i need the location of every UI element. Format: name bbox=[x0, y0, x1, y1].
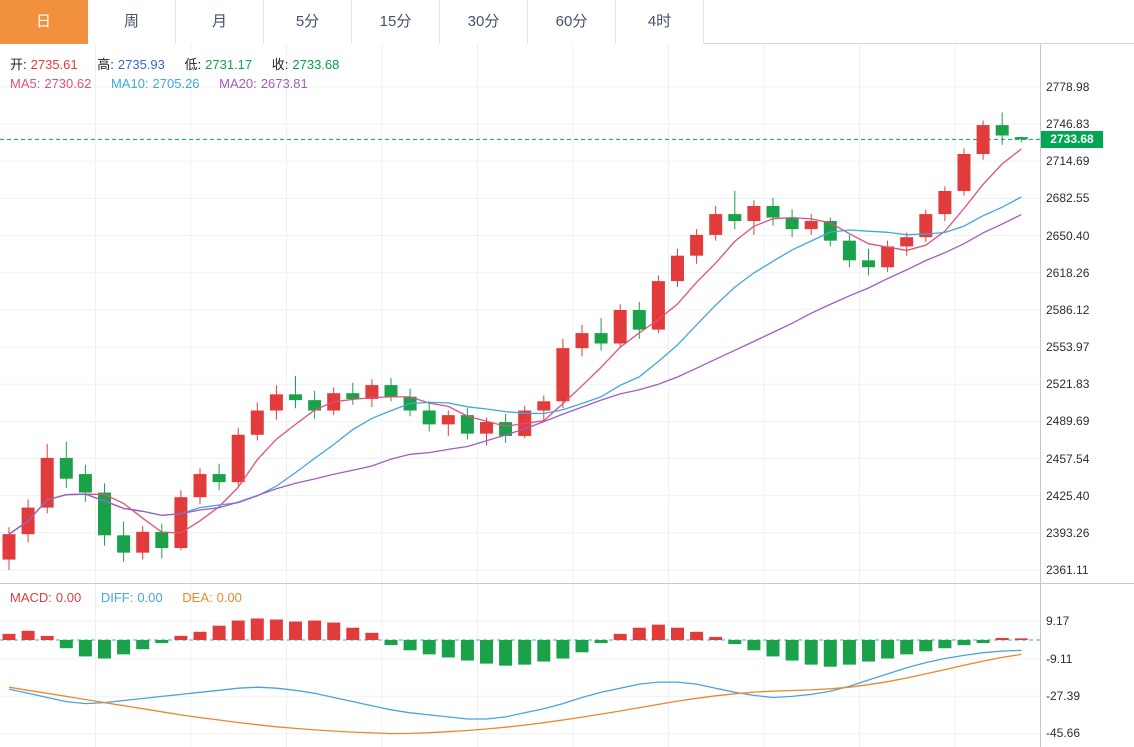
ma10-value: 2705.26 bbox=[152, 76, 200, 91]
high-value: 2735.93 bbox=[117, 57, 165, 72]
macd-tick: -45.66 bbox=[1046, 726, 1081, 740]
ma-readout: MA5: 2730.62 MA10: 2705.26 MA20: 2673.81 bbox=[10, 76, 324, 91]
ma20-value: 2673.81 bbox=[260, 76, 308, 91]
price-tick: 2521.83 bbox=[1046, 377, 1090, 391]
ma20-label: MA20: bbox=[219, 76, 257, 91]
price-tick: 2489.69 bbox=[1046, 414, 1090, 428]
price-tick: 2393.26 bbox=[1046, 526, 1090, 540]
price-tick: 2457.54 bbox=[1046, 452, 1090, 466]
macd-tick: 9.17 bbox=[1046, 614, 1070, 628]
diff-label: DIFF: bbox=[100, 590, 134, 605]
last-price-marker: 2733.68 bbox=[1041, 131, 1103, 148]
price-tick: 2553.97 bbox=[1046, 340, 1090, 354]
price-tick: 2714.69 bbox=[1046, 154, 1090, 168]
price-tick: 2425.40 bbox=[1046, 489, 1090, 503]
ohlc-readout: 开: 2735.61 高: 2735.93 低: 2731.17 收: 2733.68 bbox=[10, 54, 355, 73]
price-axis: 2778.98 2746.83 2714.69 2682.55 2650.40 … bbox=[1040, 44, 1134, 583]
macd-label: MACD: bbox=[10, 590, 52, 605]
low-value: 2731.17 bbox=[205, 57, 253, 72]
macd-value: 0.00 bbox=[55, 590, 82, 605]
ma5-label: MA5: bbox=[10, 76, 41, 91]
low-label: 低: bbox=[184, 57, 202, 72]
timeframe-tabbar: 日 周 月 5分 15分 30分 60分 4时 bbox=[0, 0, 1134, 44]
diff-value: 0.00 bbox=[137, 590, 163, 605]
macd-tick: -9.11 bbox=[1046, 652, 1073, 666]
dea-value: 0.00 bbox=[216, 590, 242, 605]
price-tick: 2586.12 bbox=[1046, 303, 1090, 317]
macd-chart[interactable] bbox=[0, 584, 1040, 747]
tab-60min[interactable]: 60分 bbox=[528, 0, 616, 44]
tab-4hour[interactable]: 4时 bbox=[616, 0, 704, 44]
ma10-label: MA10: bbox=[110, 76, 149, 91]
tab-30min[interactable]: 30分 bbox=[440, 0, 528, 44]
dea-label: DEA: bbox=[182, 590, 213, 605]
candlestick-panel: 开: 2735.61 高: 2735.93 低: 2731.17 收: 2733.68 … bbox=[0, 44, 1134, 583]
open-label: 开: bbox=[10, 57, 27, 72]
tab-day[interactable]: 日 bbox=[0, 0, 88, 44]
price-tick: 2361.11 bbox=[1046, 563, 1089, 577]
price-tick: 2650.40 bbox=[1046, 229, 1090, 243]
macd-tick: -27.39 bbox=[1046, 689, 1081, 703]
price-tick: 2746.83 bbox=[1046, 117, 1090, 131]
tab-month[interactable]: 月 bbox=[176, 0, 264, 44]
ma5-value: 2730.62 bbox=[44, 76, 92, 91]
open-value: 2735.61 bbox=[30, 57, 78, 72]
macd-readout: MACD: 0.00 DIFF: 0.00 DEA: 0.00 bbox=[10, 590, 258, 605]
candlestick-chart[interactable] bbox=[0, 44, 1040, 583]
price-tick: 2778.98 bbox=[1046, 80, 1090, 94]
tab-week[interactable]: 周 bbox=[88, 0, 176, 44]
tab-15min[interactable]: 15分 bbox=[352, 0, 440, 44]
close-value: 2733.68 bbox=[292, 57, 340, 72]
price-tick: 2618.26 bbox=[1046, 266, 1090, 280]
macd-axis: 9.17 -9.11 -27.39 -45.66 bbox=[1040, 584, 1134, 747]
close-label: 收: bbox=[271, 57, 289, 72]
price-tick: 2682.55 bbox=[1046, 191, 1090, 205]
tab-5min[interactable]: 5分 bbox=[264, 0, 352, 44]
macd-panel: MACD: 0.00 DIFF: 0.00 DEA: 0.00 9.17 -9.11 … bbox=[0, 583, 1134, 747]
high-label: 高: bbox=[97, 57, 114, 72]
